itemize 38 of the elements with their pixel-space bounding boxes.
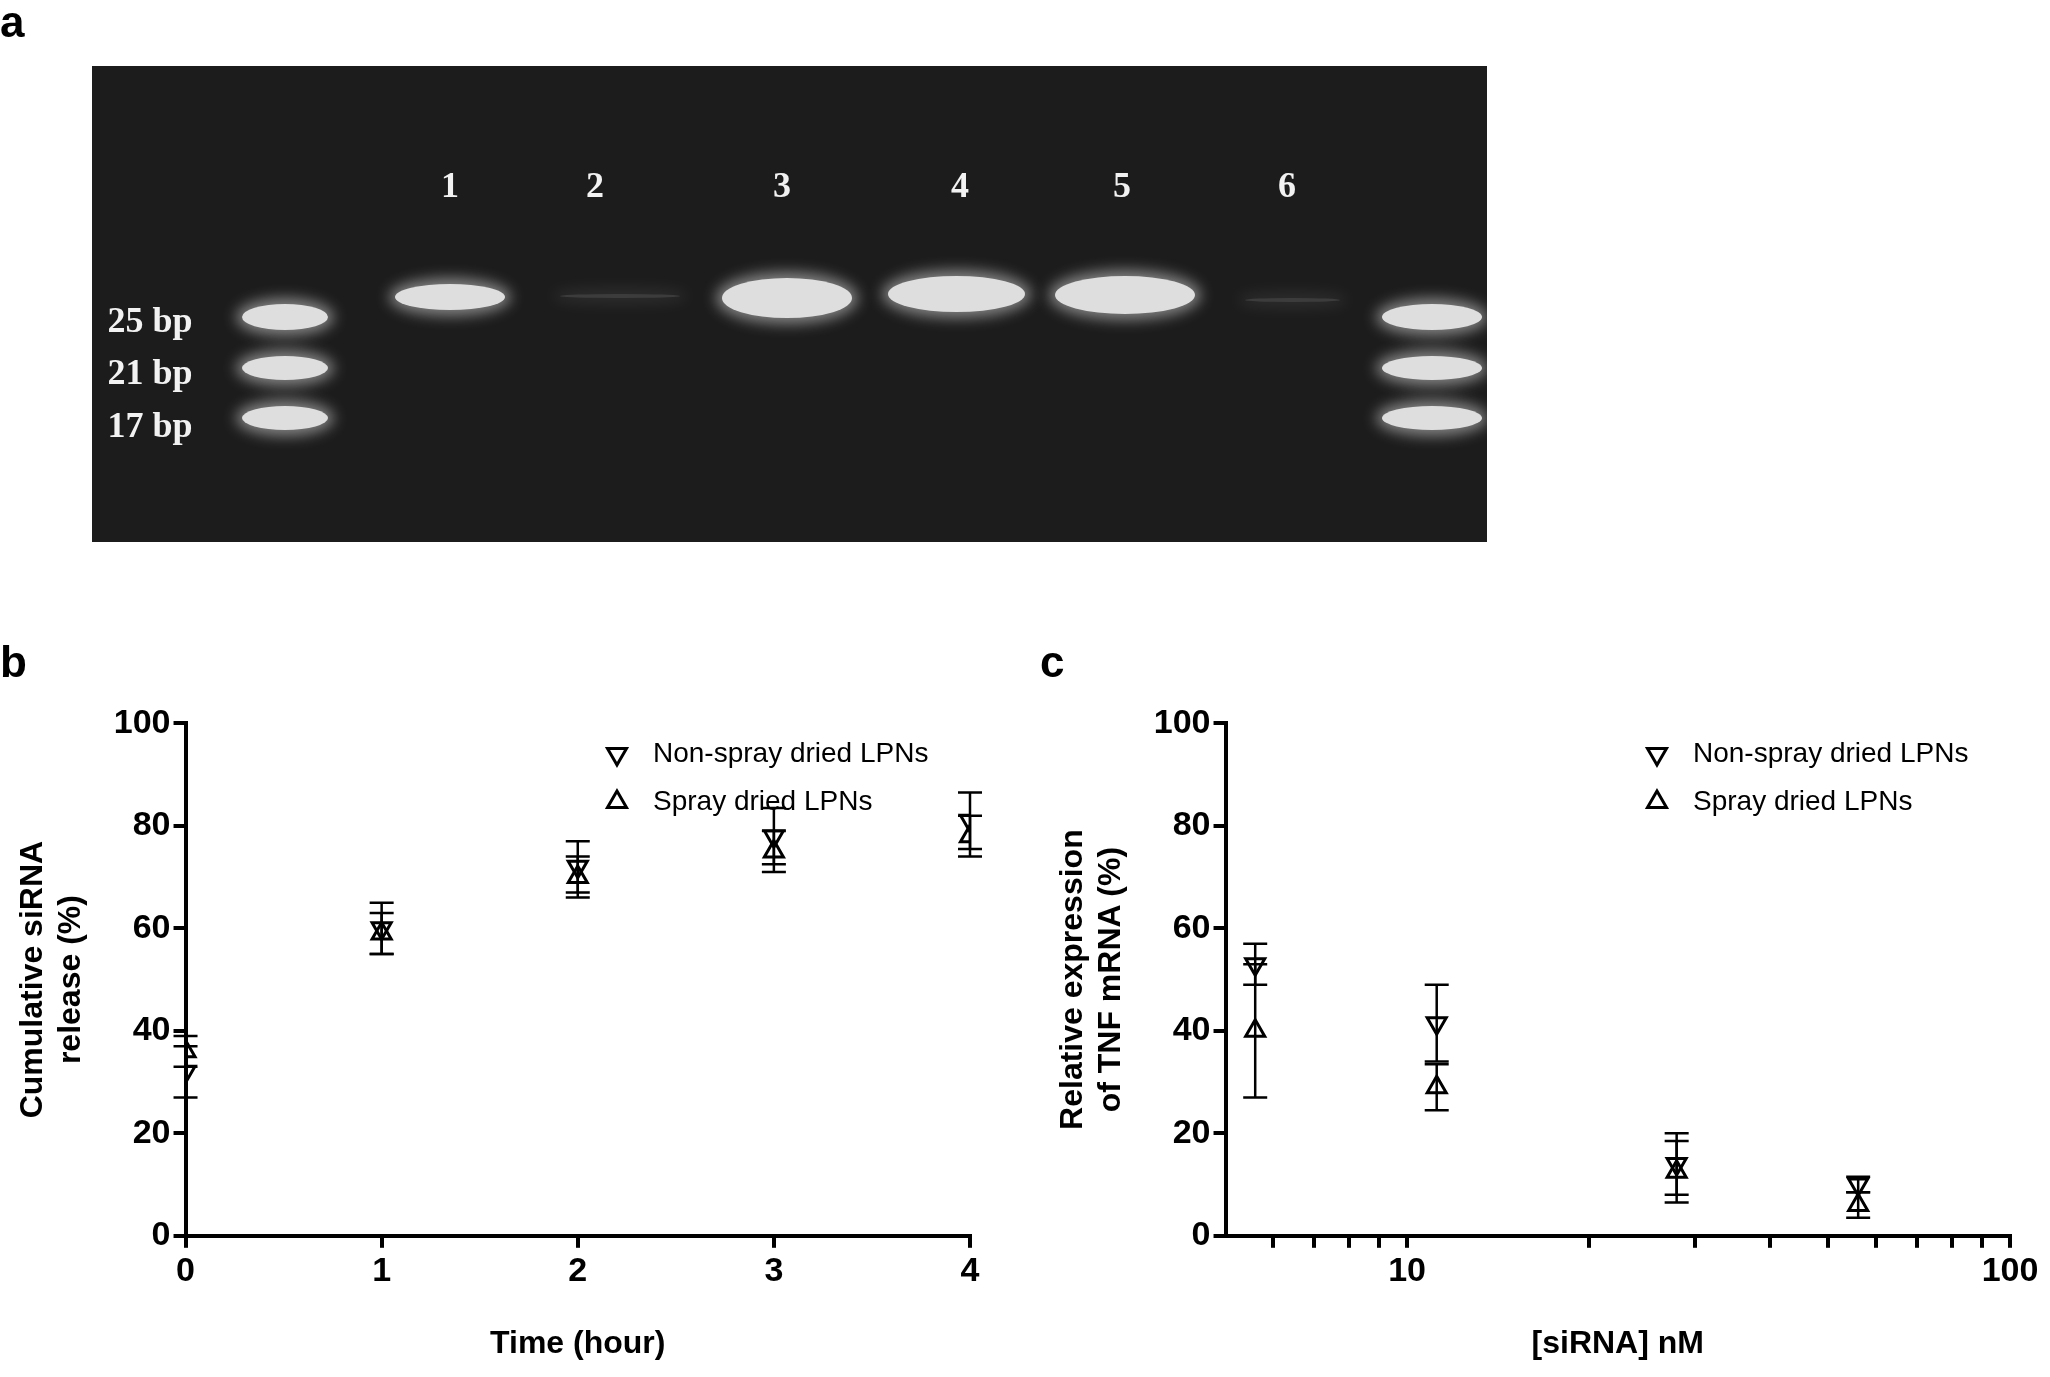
y-tick-label: 40 (1172, 1009, 1211, 1048)
x-tick-label: 10 (1388, 1249, 1426, 1288)
x-axis-title: [siRNA] nM (1531, 1323, 1704, 1360)
x-tick-label: 2 (568, 1249, 588, 1288)
x-tick-label: 3 (764, 1249, 784, 1288)
text: 5 (1113, 164, 1131, 206)
x-tick-label: 1 (372, 1249, 392, 1288)
y-tick-label: 60 (132, 906, 171, 945)
legend-label: Non-spray dried LPNs (1692, 736, 1969, 768)
text: 1 (441, 164, 459, 206)
chart-title: c (1040, 637, 1065, 686)
y-tick-label: 0 (1191, 1214, 1211, 1253)
text: 17 bp (107, 404, 193, 446)
x-tick-label: 100 (1981, 1249, 2039, 1288)
text: 2 (586, 164, 604, 206)
y-tick-label: 80 (132, 804, 171, 843)
x-tick-label: 4 (960, 1249, 980, 1288)
y-tick-label: 100 (1153, 701, 1211, 740)
y-tick-label: 80 (1172, 804, 1211, 843)
y-tick-label: 0 (151, 1214, 171, 1253)
legend-label: Spray dried LPNs (1692, 784, 1913, 816)
y-axis-title: Relative expression of TNF mRNA (%) (1053, 829, 1128, 1130)
y-tick-label: 20 (132, 1111, 171, 1150)
y-tick-label: 60 (1172, 906, 1211, 945)
text: 3 (773, 164, 791, 206)
chart-title: b (0, 637, 27, 686)
y-axis-title: Cumulative siRNA release (%) (13, 840, 88, 1119)
text: 6 (1278, 164, 1296, 206)
text: 21 bp (107, 351, 193, 393)
text: 25 bp (107, 299, 193, 341)
y-tick-label: 40 (132, 1009, 171, 1048)
legend-label: Non-spray dried LPNs (652, 736, 929, 768)
y-tick-label: 100 (113, 701, 171, 740)
text: a (0, 0, 25, 46)
text: 4 (951, 164, 969, 206)
x-tick-label: 0 (176, 1249, 195, 1288)
y-tick-label: 20 (1172, 1111, 1211, 1150)
x-axis-title: Time (hour) (490, 1323, 666, 1360)
